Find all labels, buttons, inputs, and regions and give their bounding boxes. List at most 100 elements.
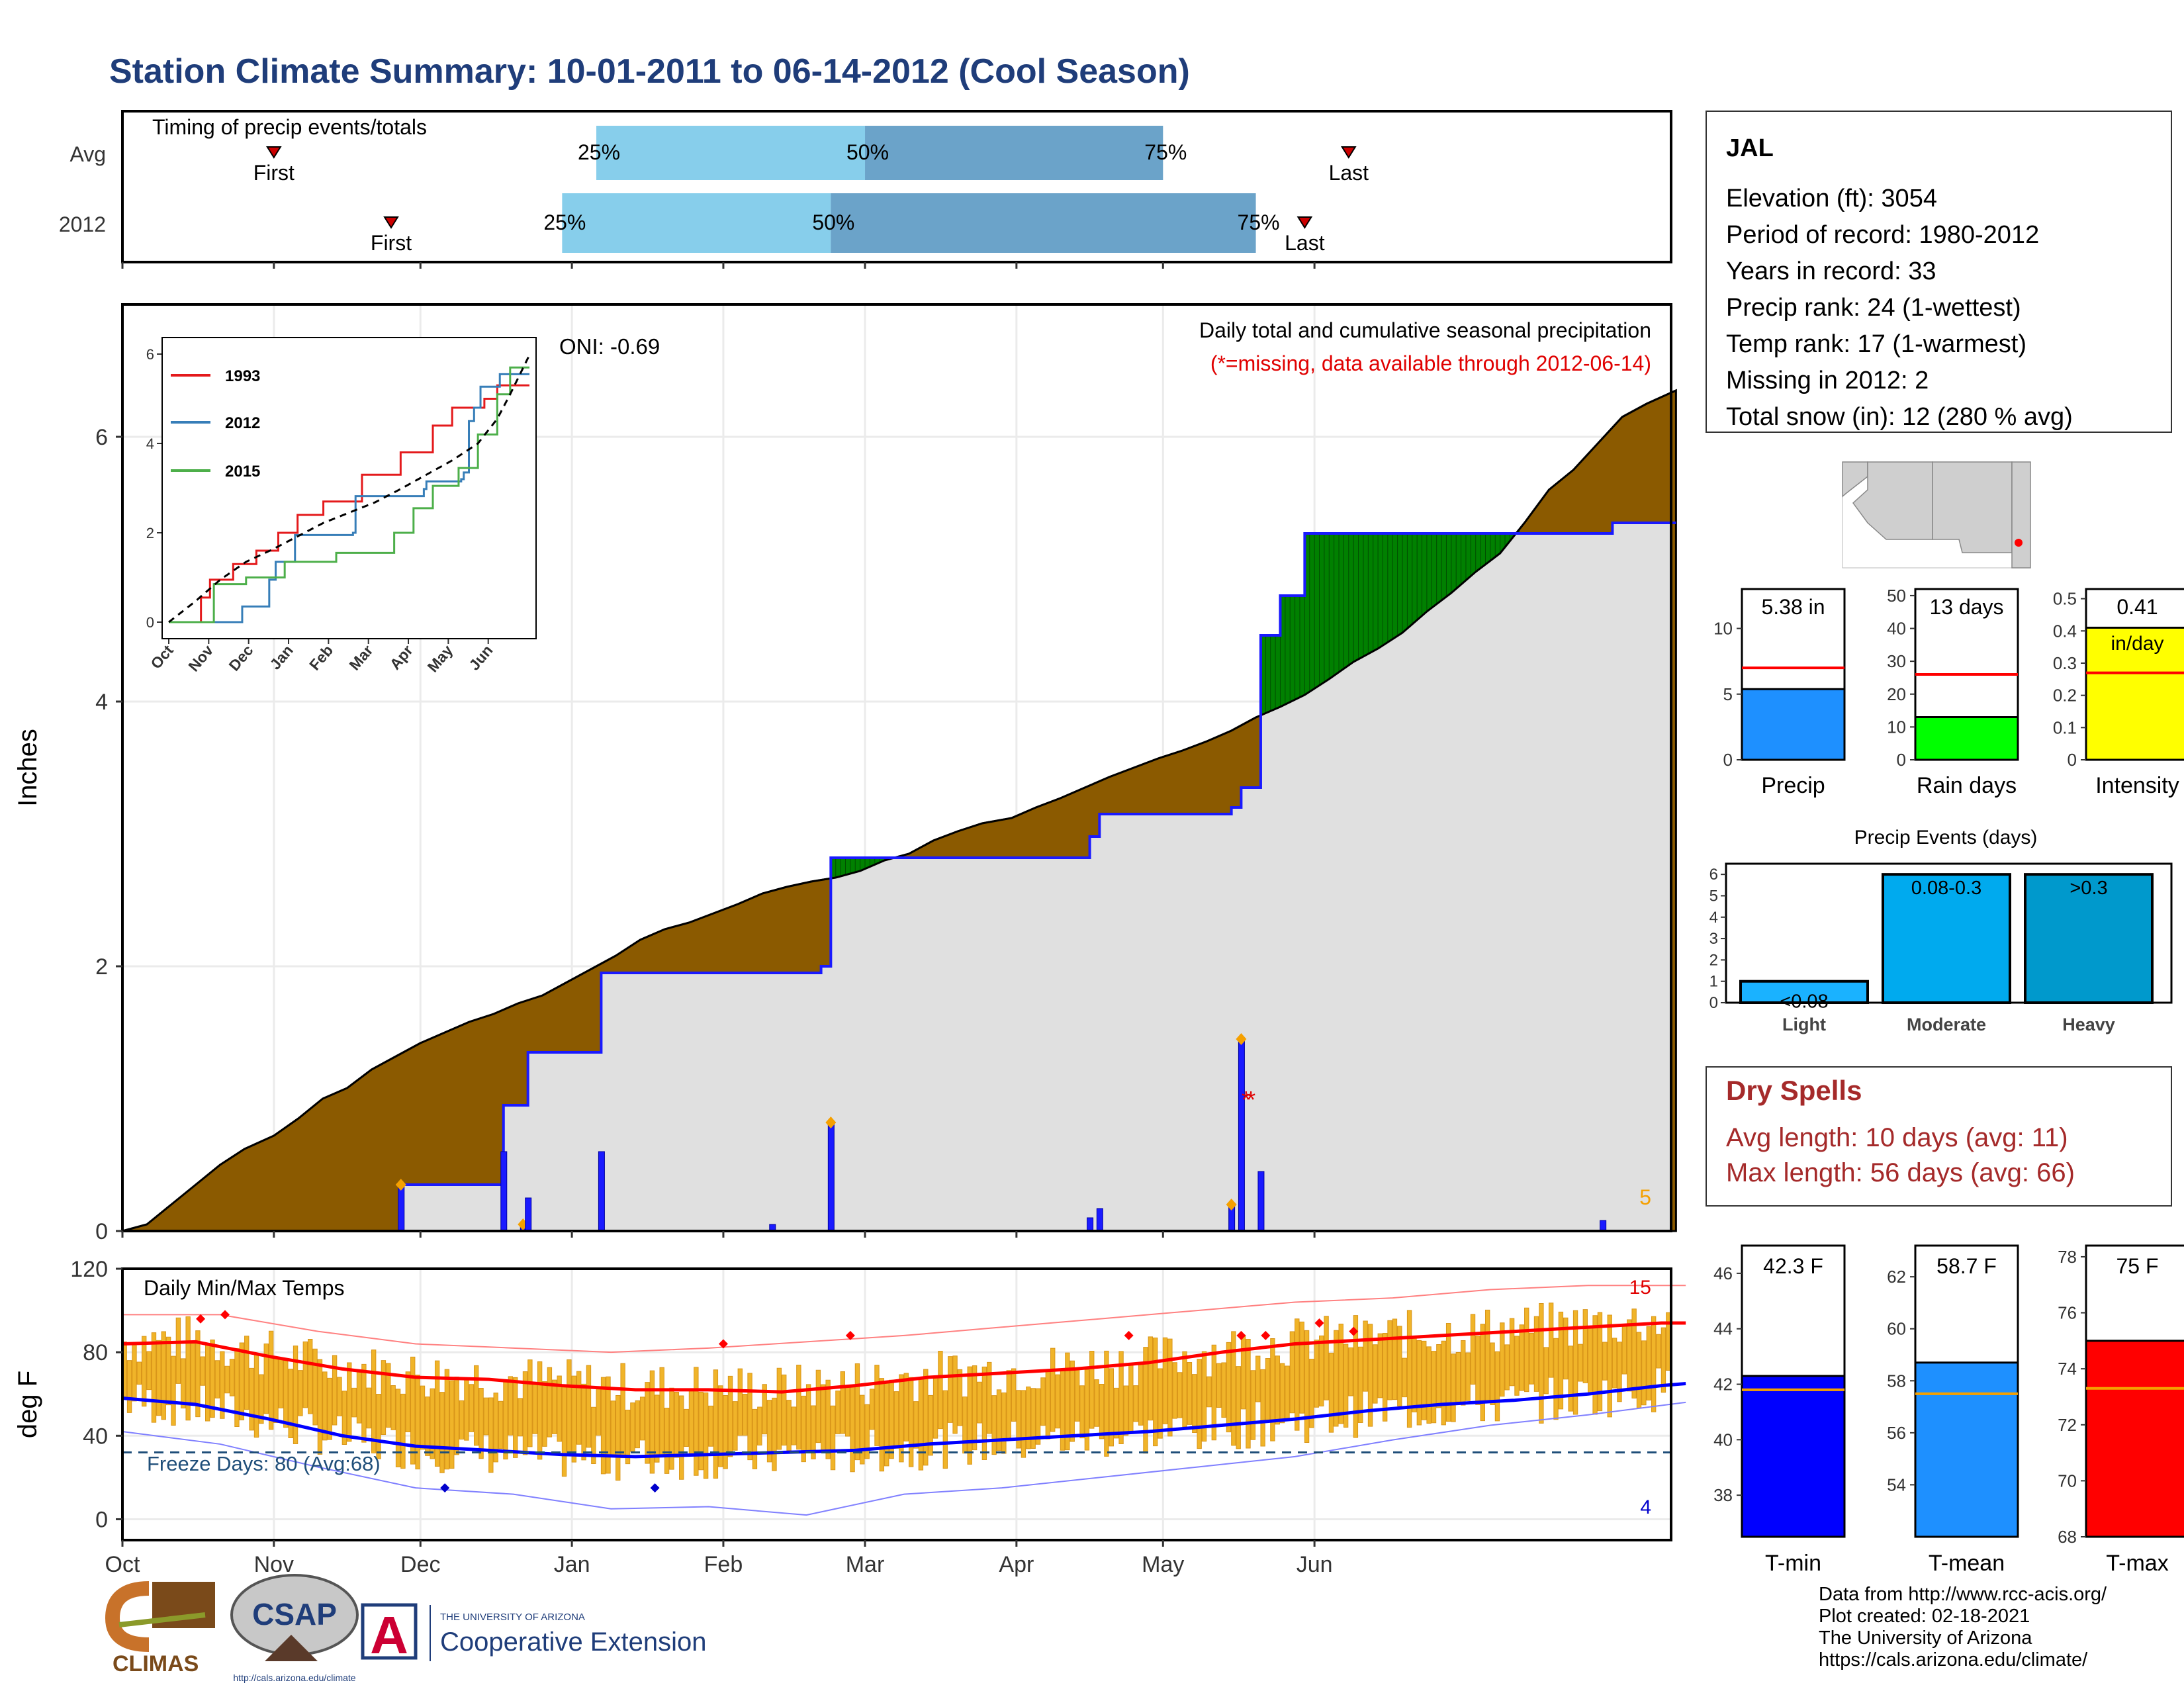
csap-url: http://cals.arizona.edu/climate xyxy=(233,1672,355,1683)
summary-bar-intensity xyxy=(2085,626,2184,761)
temp-ytick-label: 80 xyxy=(83,1340,108,1365)
precip-y-label: Inches xyxy=(13,729,42,807)
month-label: Apr xyxy=(999,1552,1034,1577)
precip-corner-count: 5 xyxy=(1639,1185,1651,1209)
events-ytick-label: 5 xyxy=(1709,887,1718,905)
map-california xyxy=(1842,461,1868,498)
events-bar-label: <0.08 xyxy=(1780,991,1828,1013)
precip-areas: ** xyxy=(122,388,1677,1232)
events-bars: <0.08 Light 0.08-0.3 Moderate >0.3 Heavy 0 1 2 3 4… xyxy=(1709,862,2173,1034)
missing-day-marker: * xyxy=(1246,1086,1255,1113)
csap-logo: CSAP http://cals.arizona.edu/climate xyxy=(230,1574,359,1683)
summary-bar-precip xyxy=(1741,688,1846,761)
map-new-mexico xyxy=(1932,461,2013,553)
temp-panel: 0 40 80 120 deg F Daily Min/Max Temps Freez… xyxy=(13,1257,1686,1541)
record-low-count: 4 xyxy=(1640,1496,1651,1518)
summary-ytick-label: 0.2 xyxy=(2053,686,2077,706)
temp-summary-bar-t-max xyxy=(2085,1340,2184,1538)
summary-ytick-label: 0 xyxy=(2068,750,2077,770)
temp-summary-ytick-label: 42 xyxy=(1713,1375,1733,1394)
record-low-marker xyxy=(650,1483,660,1493)
temp-summary-ytick-label: 72 xyxy=(2058,1415,2077,1435)
temp-summary-bar-t-mean xyxy=(1914,1361,2019,1538)
events-ytick-label: 6 xyxy=(1709,866,1718,884)
inset-line-2015 xyxy=(169,366,529,623)
record-high-marker xyxy=(1124,1330,1134,1340)
credit-data-source: Data from http://www.rcc-acis.org/ xyxy=(1819,1584,2107,1605)
events-bar-moderate xyxy=(1882,873,2011,1004)
station-info: JAL Elevation (ft): 3054 Period of recor… xyxy=(1706,111,2172,433)
credits: Data from http://www.rcc-acis.org/ Plot … xyxy=(1819,1584,2107,1670)
timing-pct-label-avg: 75% xyxy=(1144,140,1187,164)
temp-summary-ytick-label: 78 xyxy=(2058,1247,2077,1267)
locator-map xyxy=(1842,461,2031,569)
daily-precip-bar xyxy=(500,1151,508,1232)
temp-summary-ytick-label: 58 xyxy=(1887,1371,1906,1391)
ua-logo: A THE UNIVERSITY OF ARIZONA Cooperative … xyxy=(361,1603,706,1665)
record-high-marker xyxy=(1349,1326,1359,1336)
csap-mountain-icon xyxy=(265,1635,318,1661)
station-elevation: Elevation (ft): 3054 xyxy=(1726,185,1937,212)
dry-spells-max: Max length: 56 days (avg: 66) xyxy=(1726,1158,2075,1187)
summary-ytick-label: 10 xyxy=(1713,619,1733,639)
page-title: Station Climate Summary: 10-01-2011 to 0… xyxy=(109,52,1190,91)
temp-summary-ytick-label: 76 xyxy=(2058,1303,2077,1323)
inset-frame xyxy=(161,337,537,639)
record-high-count: 15 xyxy=(1629,1277,1651,1299)
daily-precip-bar xyxy=(1087,1217,1094,1232)
inset-line-2012 xyxy=(169,373,529,623)
last-marker-avg xyxy=(1341,146,1357,159)
inset-ytick-label: 2 xyxy=(146,525,154,541)
timing-pct-label-2012: 50% xyxy=(812,210,854,234)
temp-summary-ytick-label: 38 xyxy=(1713,1485,1733,1505)
first-label-2012: First xyxy=(371,231,412,255)
credit-plot-created: Plot created: 02-18-2021 xyxy=(1819,1606,2030,1627)
record-high-marker xyxy=(1261,1330,1271,1340)
month-label: Feb xyxy=(704,1552,743,1577)
last-label-2012: Last xyxy=(1285,231,1325,255)
summary-ytick-label: 30 xyxy=(1887,651,1906,671)
precip-y-axis: 0 2 4 6 xyxy=(95,425,122,1244)
events-category-label: Heavy xyxy=(2062,1015,2115,1034)
snow-event-marker xyxy=(825,1117,837,1128)
snow-event-marker xyxy=(1226,1199,1237,1211)
temp-summary-value: 42.3 F xyxy=(1763,1254,1823,1278)
month-label: Jun xyxy=(1297,1552,1333,1577)
temp-frame xyxy=(121,1267,1672,1541)
events-ytick-label: 0 xyxy=(1709,994,1718,1012)
summary-ytick-label: 0 xyxy=(1897,750,1906,770)
inset-ytick-label: 6 xyxy=(146,346,154,363)
inset-ytick-label: 0 xyxy=(146,614,154,631)
record-low-line xyxy=(122,1401,1686,1516)
record-high-marker xyxy=(718,1339,728,1349)
timing-pct-label-2012: 75% xyxy=(1238,210,1280,234)
csap-logo-text: CSAP xyxy=(252,1597,337,1631)
month-label: Nov xyxy=(254,1552,294,1577)
events-category-label: Light xyxy=(1782,1015,1826,1034)
temp-summary-name: T-max xyxy=(2106,1551,2168,1576)
station-temp-rank: Temp rank: 17 (1-warmest) xyxy=(1726,330,2026,358)
summary-ytick-label: 0.3 xyxy=(2053,653,2077,673)
timing-row-2012: 2012 xyxy=(59,212,106,236)
snow-event-marker xyxy=(395,1179,406,1191)
temp-summary-ytick-label: 40 xyxy=(1713,1430,1733,1449)
temp-summary-ytick-label: 68 xyxy=(2058,1527,2077,1547)
summary-ytick-label: 10 xyxy=(1887,717,1906,737)
avg-max-line xyxy=(122,1321,1686,1394)
last-label-avg: Last xyxy=(1329,161,1369,185)
precip-ytick-label: 6 xyxy=(95,425,108,450)
record-high-marker xyxy=(1314,1318,1324,1328)
observed-cumulative-line xyxy=(122,522,1676,1232)
temp-summary-ytick-label: 46 xyxy=(1713,1263,1733,1283)
temp-summary-ytick-label: 60 xyxy=(1887,1319,1906,1339)
station-name: JAL xyxy=(1726,134,1774,162)
map-texas xyxy=(2011,461,2031,569)
timing-pct-label-avg: 25% xyxy=(578,140,620,164)
temp-summary-name: T-mean xyxy=(1929,1551,2005,1576)
precip-events-chart: Precip Events (days) <0.08 Light 0.08-0.3 M… xyxy=(1709,827,2173,1034)
precip-panel: ** 0 2 4 6 Inches ONI: -0.69 Daily total an… xyxy=(13,303,1677,1244)
daily-precip-bar xyxy=(398,1184,405,1232)
summary-ytick-label: 0.4 xyxy=(2053,621,2077,641)
summary-ytick-label: 0.1 xyxy=(2053,717,2077,737)
